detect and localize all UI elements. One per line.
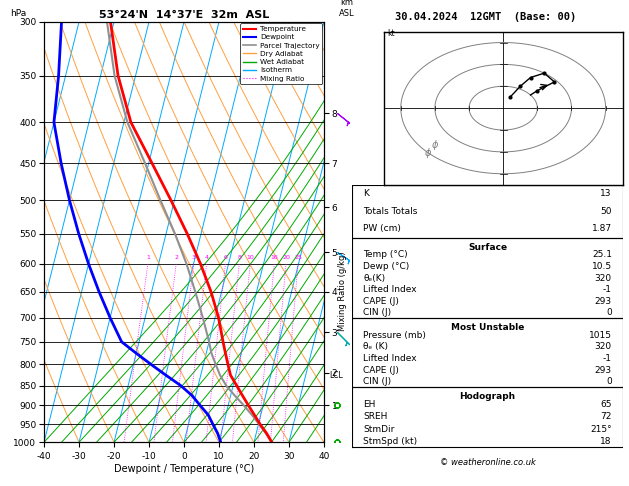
Text: Temp (°C): Temp (°C) [363, 250, 408, 260]
Text: SREH: SREH [363, 412, 387, 421]
Text: Pressure (mb): Pressure (mb) [363, 331, 426, 340]
Text: 293: 293 [595, 365, 612, 375]
Text: 30.04.2024  12GMT  (Base: 00): 30.04.2024 12GMT (Base: 00) [395, 12, 577, 22]
Text: Totals Totals: Totals Totals [363, 207, 418, 216]
Text: Most Unstable: Most Unstable [451, 323, 524, 332]
Text: CAPE (J): CAPE (J) [363, 297, 399, 306]
Text: 50: 50 [601, 207, 612, 216]
Text: 8: 8 [237, 256, 241, 260]
Legend: Temperature, Dewpoint, Parcel Trajectory, Dry Adiabat, Wet Adiabat, Isotherm, Mi: Temperature, Dewpoint, Parcel Trajectory… [240, 23, 323, 85]
Text: km
ASL: km ASL [338, 0, 354, 17]
Text: CAPE (J): CAPE (J) [363, 365, 399, 375]
X-axis label: Dewpoint / Temperature (°C): Dewpoint / Temperature (°C) [114, 464, 254, 474]
Text: Lifted Index: Lifted Index [363, 354, 416, 363]
Text: 65: 65 [601, 400, 612, 409]
Text: kt: kt [387, 29, 395, 38]
Text: CIN (J): CIN (J) [363, 308, 391, 317]
Text: -1: -1 [603, 354, 612, 363]
Title: 53°24'N  14°37'E  32m  ASL: 53°24'N 14°37'E 32m ASL [99, 10, 269, 20]
Text: 4: 4 [204, 256, 209, 260]
Text: 10: 10 [247, 256, 254, 260]
Text: 13: 13 [601, 189, 612, 198]
Text: LCL: LCL [330, 371, 343, 380]
Text: CIN (J): CIN (J) [363, 377, 391, 386]
Text: 72: 72 [601, 412, 612, 421]
Text: Hodograph: Hodograph [459, 392, 516, 401]
Text: $\phi$: $\phi$ [424, 146, 432, 160]
Text: 293: 293 [595, 297, 612, 306]
Text: 1: 1 [146, 256, 150, 260]
Text: 0: 0 [606, 377, 612, 386]
Text: 215°: 215° [590, 425, 612, 434]
Text: θₑ(K): θₑ(K) [363, 274, 385, 283]
Text: 16: 16 [270, 256, 278, 260]
Text: 25.1: 25.1 [592, 250, 612, 260]
Text: θₑ (K): θₑ (K) [363, 342, 388, 351]
Text: 20: 20 [282, 256, 290, 260]
Text: 3: 3 [192, 256, 196, 260]
Text: 0: 0 [606, 308, 612, 317]
Text: Mixing Ratio (g/kg): Mixing Ratio (g/kg) [338, 252, 347, 331]
Text: 25: 25 [294, 256, 302, 260]
Text: 6: 6 [223, 256, 227, 260]
Text: StmDir: StmDir [363, 425, 394, 434]
Text: Dewp (°C): Dewp (°C) [363, 262, 409, 271]
Text: StmSpd (kt): StmSpd (kt) [363, 437, 417, 446]
Text: Lifted Index: Lifted Index [363, 285, 416, 294]
Text: Surface: Surface [468, 243, 507, 252]
Text: K: K [363, 189, 369, 198]
Text: 2: 2 [174, 256, 178, 260]
Text: © weatheronline.co.uk: © weatheronline.co.uk [440, 458, 535, 468]
Text: 10.5: 10.5 [592, 262, 612, 271]
Text: 1015: 1015 [589, 331, 612, 340]
Text: hPa: hPa [11, 9, 26, 17]
Text: 320: 320 [595, 342, 612, 351]
Text: 18: 18 [601, 437, 612, 446]
Text: -1: -1 [603, 285, 612, 294]
Text: $\phi$: $\phi$ [431, 138, 439, 152]
Text: 320: 320 [595, 274, 612, 283]
Text: 1.87: 1.87 [592, 225, 612, 233]
Text: PW (cm): PW (cm) [363, 225, 401, 233]
Text: EH: EH [363, 400, 376, 409]
